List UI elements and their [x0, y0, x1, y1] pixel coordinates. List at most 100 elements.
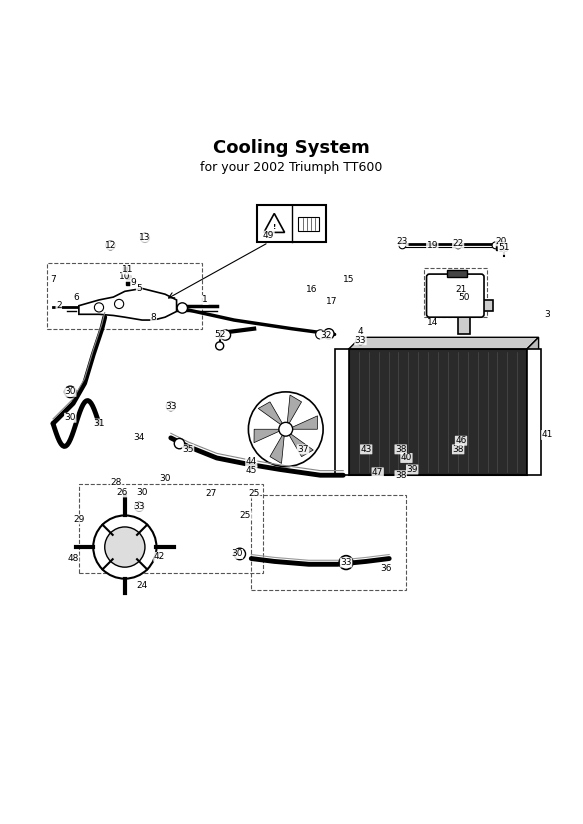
Circle shape [492, 242, 499, 249]
Circle shape [94, 302, 104, 312]
Polygon shape [79, 288, 177, 320]
Polygon shape [270, 435, 285, 463]
Text: 44: 44 [245, 457, 257, 466]
Circle shape [106, 241, 115, 250]
Text: 33: 33 [340, 558, 352, 567]
Text: Cooling System: Cooling System [213, 138, 370, 157]
Polygon shape [287, 395, 301, 424]
Circle shape [455, 242, 462, 249]
Bar [257, 205, 326, 242]
Polygon shape [349, 337, 539, 349]
Text: 35: 35 [182, 445, 194, 454]
Circle shape [174, 438, 185, 449]
Bar [298, 217, 319, 231]
Text: 4: 4 [357, 327, 363, 336]
Text: 30: 30 [159, 474, 171, 483]
Text: 42: 42 [154, 552, 165, 561]
Polygon shape [292, 416, 318, 429]
Text: 6: 6 [73, 293, 79, 302]
Text: 22: 22 [452, 239, 464, 248]
Text: for your 2002 Triumph TT600: for your 2002 Triumph TT600 [201, 162, 382, 174]
Text: 30: 30 [65, 387, 76, 396]
Text: 38: 38 [395, 445, 406, 454]
Text: 10: 10 [119, 273, 131, 282]
Bar [335, 349, 349, 475]
Text: 20: 20 [496, 236, 507, 246]
Text: 21: 21 [455, 285, 467, 294]
Text: 40: 40 [401, 453, 412, 462]
Text: 38: 38 [452, 445, 464, 454]
Circle shape [324, 329, 334, 339]
Circle shape [279, 423, 293, 436]
Circle shape [315, 330, 325, 339]
Text: 39: 39 [406, 465, 418, 474]
Text: 7: 7 [50, 275, 56, 284]
Polygon shape [258, 402, 282, 424]
Text: 28: 28 [111, 478, 122, 487]
Circle shape [177, 302, 188, 313]
Circle shape [339, 555, 353, 569]
Text: 37: 37 [297, 445, 309, 454]
Text: 31: 31 [93, 419, 105, 428]
Text: 24: 24 [136, 581, 147, 590]
Text: 25: 25 [248, 489, 260, 498]
Text: 52: 52 [214, 330, 226, 339]
Text: 36: 36 [381, 564, 392, 573]
Text: 46: 46 [455, 436, 467, 445]
Text: 51: 51 [498, 242, 510, 251]
Circle shape [216, 342, 224, 350]
Text: 11: 11 [122, 265, 134, 274]
Text: 32: 32 [320, 331, 332, 340]
Text: 33: 33 [354, 335, 366, 344]
Bar [447, 270, 467, 277]
Circle shape [399, 242, 406, 249]
Circle shape [135, 502, 144, 512]
Text: 45: 45 [245, 466, 257, 475]
Text: 34: 34 [134, 433, 145, 442]
Circle shape [166, 401, 175, 411]
Text: 3: 3 [545, 310, 550, 319]
Circle shape [356, 335, 365, 344]
Text: 16: 16 [306, 285, 317, 294]
Text: !: ! [273, 223, 276, 230]
Circle shape [65, 386, 76, 398]
Text: 30: 30 [231, 550, 243, 559]
Text: 30: 30 [65, 414, 76, 422]
Circle shape [105, 527, 145, 567]
Text: 48: 48 [68, 554, 79, 563]
Text: 27: 27 [205, 489, 217, 498]
Polygon shape [254, 429, 279, 442]
Text: 18: 18 [498, 246, 510, 255]
Text: 38: 38 [395, 471, 406, 480]
Text: 25: 25 [240, 511, 251, 520]
Text: 12: 12 [105, 241, 116, 250]
Text: 14: 14 [427, 318, 438, 327]
Polygon shape [458, 300, 493, 335]
Text: 9: 9 [131, 279, 136, 288]
Bar [527, 349, 542, 475]
Text: 17: 17 [326, 297, 338, 306]
Polygon shape [289, 434, 313, 456]
Text: 30: 30 [136, 488, 148, 497]
Text: 2: 2 [56, 302, 62, 310]
Text: 1: 1 [202, 296, 208, 304]
Text: 13: 13 [139, 233, 151, 242]
Circle shape [220, 330, 231, 340]
Text: 33: 33 [165, 402, 177, 410]
Text: 23: 23 [396, 236, 408, 246]
Text: 41: 41 [542, 430, 553, 439]
Bar [496, 241, 504, 250]
Text: 26: 26 [116, 488, 128, 497]
Circle shape [114, 299, 124, 308]
Circle shape [93, 516, 156, 578]
Circle shape [141, 233, 150, 242]
Text: 5: 5 [136, 284, 142, 293]
Text: 15: 15 [343, 275, 354, 284]
Text: 29: 29 [73, 515, 85, 524]
Text: 49: 49 [263, 231, 274, 240]
Bar [349, 349, 527, 475]
Text: 50: 50 [458, 293, 470, 302]
Text: 47: 47 [372, 468, 384, 477]
Circle shape [234, 548, 245, 559]
Text: 19: 19 [427, 241, 438, 250]
